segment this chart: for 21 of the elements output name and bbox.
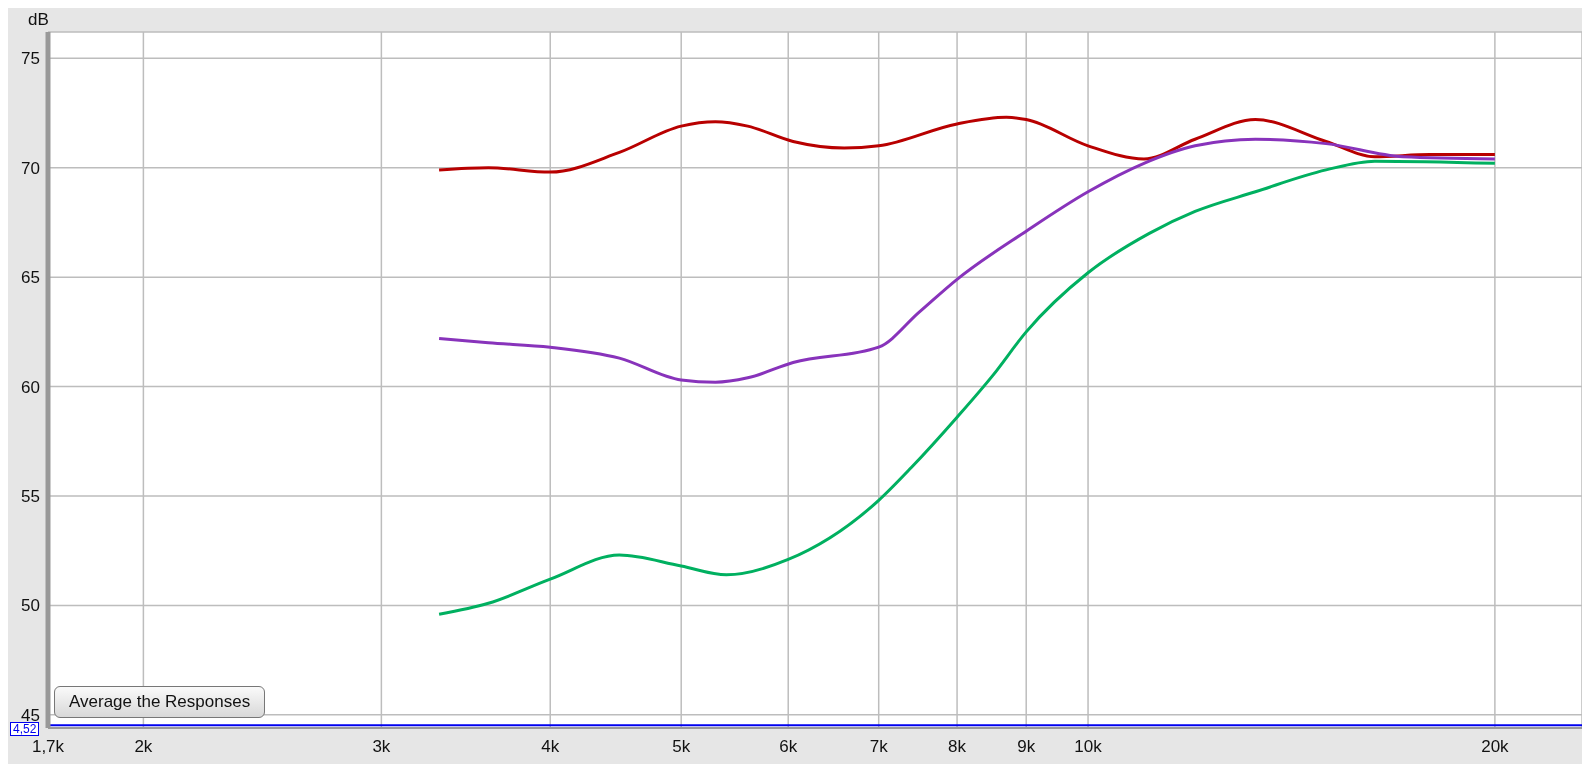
x-tick-label: 6k: [779, 737, 798, 757]
y-axis-title: dB: [28, 10, 49, 30]
y-tick-label: 75: [21, 49, 40, 69]
x-tick-label: 2k: [134, 737, 153, 757]
y-tick-label: 55: [21, 487, 40, 507]
x-tick-label: 8k: [948, 737, 967, 757]
y-tick-label: 70: [21, 158, 40, 178]
x-tick-label: 5k: [672, 737, 691, 757]
y-tick-label: 60: [21, 377, 40, 397]
y-tick-label: 65: [21, 268, 40, 288]
x-tick-label: 7k: [869, 737, 889, 757]
x-tick-label: 9k: [1017, 737, 1036, 757]
y-tick-label: 45: [21, 705, 40, 725]
x-tick-label: 3k: [372, 737, 391, 757]
x-tick-label: 10k: [1074, 737, 1103, 757]
x-tick-label: 20k: [1481, 737, 1510, 757]
y-tick-label: 50: [21, 596, 40, 616]
x-tick-label: 4k: [541, 737, 560, 757]
button: Average the Responses: [54, 686, 266, 718]
text: 4,52: [10, 722, 40, 736]
x-tick-label: 1,7k: [31, 737, 65, 757]
